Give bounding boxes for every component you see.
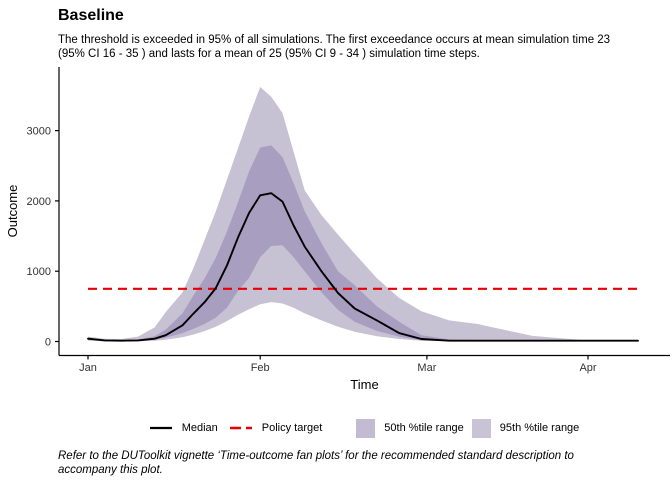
page-title: Baseline — [58, 7, 124, 24]
y-axis-tick-label: 2000 — [27, 196, 51, 208]
band95-swatch-icon — [471, 418, 491, 438]
footer-line-1: Refer to the DUToolkit vignette ‘Time-ou… — [58, 450, 574, 462]
chart-subtitle: The threshold is exceeded in 95% of all … — [58, 33, 610, 61]
footer-line-2: accompany this plot. — [58, 464, 163, 476]
band50-swatch-icon — [356, 418, 376, 438]
legend-item-band95: 95th %tile range — [471, 418, 580, 438]
legend-item-band50: 50th %tile range — [356, 418, 464, 438]
legend-label-band50: 50th %tile range — [384, 422, 464, 434]
x-axis-tick-label: Feb — [251, 362, 270, 374]
policy-target-line-key-icon — [229, 426, 252, 430]
y-axis-tick-label: 0 — [45, 337, 51, 349]
subtitle-line-2: (95% CI 16 - 35 ) and lasts for a mean o… — [58, 48, 480, 60]
legend-label-median: Median — [181, 422, 218, 434]
x-axis-tick-label: Apr — [579, 362, 596, 374]
legend-label-policy-target: Policy target — [261, 422, 323, 434]
band-50-area — [88, 145, 638, 342]
legend-item-median: Median — [149, 422, 218, 434]
y-axis-tick-label: 3000 — [27, 126, 51, 138]
footer-note: Refer to the DUToolkit vignette ‘Time-ou… — [58, 449, 574, 477]
x-axis-title: Time — [350, 377, 378, 392]
x-axis-tick-label: Mar — [417, 362, 436, 374]
y-axis-tick-label: 1000 — [27, 266, 51, 278]
median-line-key-icon — [149, 426, 172, 430]
median-line — [87, 192, 639, 342]
legend: Median Policy target 50th %tile range 95… — [59, 415, 669, 441]
y-axis-title: Outcome — [5, 185, 20, 238]
x-axis-tick-label: Jan — [79, 362, 97, 374]
subtitle-line-1: The threshold is exceeded in 95% of all … — [58, 34, 611, 46]
legend-item-policy-target: Policy target — [229, 422, 323, 434]
legend-label-band95: 95th %tile range — [499, 422, 580, 434]
